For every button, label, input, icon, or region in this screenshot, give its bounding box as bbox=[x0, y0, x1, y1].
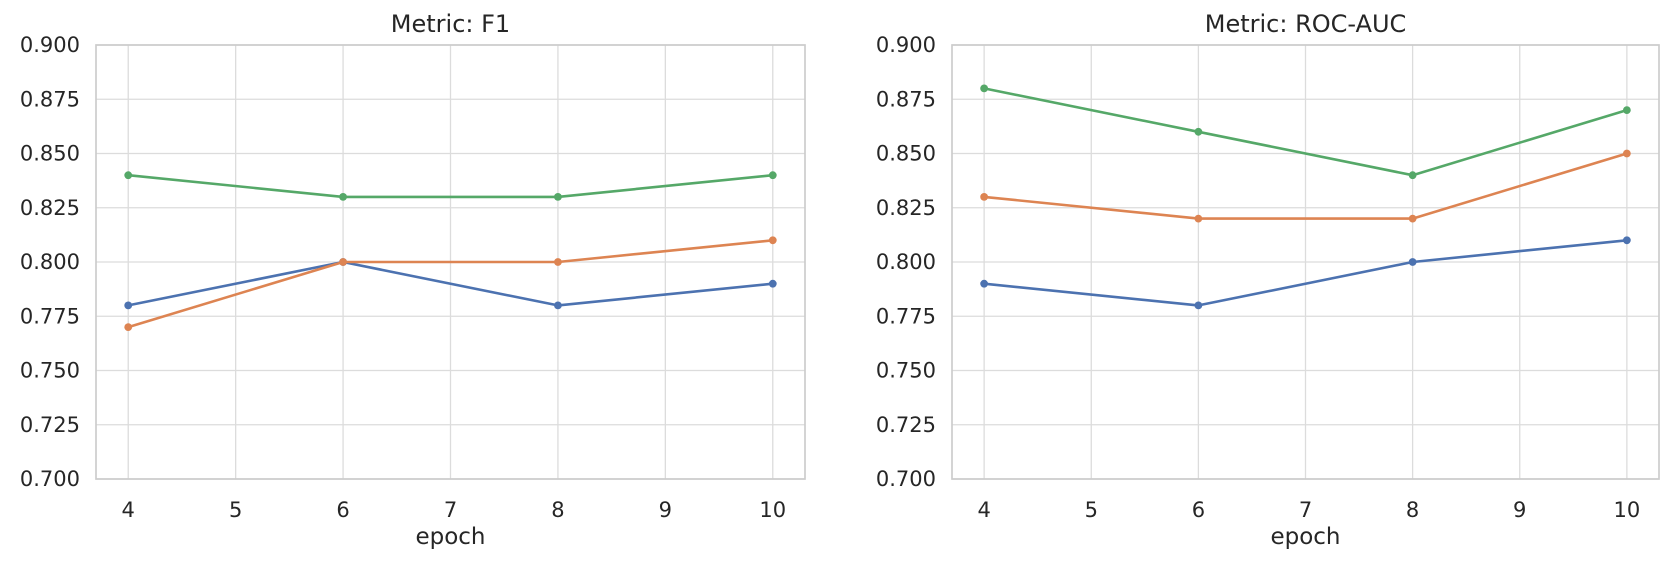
marker-green bbox=[1622, 106, 1631, 114]
x-tick-label: 9 bbox=[1513, 498, 1526, 522]
x-tick-label: 10 bbox=[1613, 498, 1640, 522]
x-tick-label: 5 bbox=[229, 498, 242, 522]
x-tick-label: 7 bbox=[444, 498, 457, 522]
marker-green bbox=[768, 171, 777, 180]
x-tick-label: 4 bbox=[977, 498, 990, 522]
series-line-blue bbox=[126, 260, 775, 307]
series-line-orange bbox=[126, 239, 775, 329]
y-tick-label: 0.850 bbox=[20, 142, 80, 166]
plot-border bbox=[95, 44, 806, 480]
series-line-green bbox=[126, 173, 775, 199]
y-tick-label: 0.725 bbox=[876, 413, 936, 437]
x-tick-label: 8 bbox=[551, 498, 564, 522]
plot-f1: 0.700 0.725 0.750 0.775 0.800 0.825 0.850 0.875… bbox=[20, 33, 806, 522]
y-tick-label: 0.875 bbox=[20, 87, 80, 111]
marker-green bbox=[980, 84, 989, 93]
marker-orange bbox=[1622, 149, 1631, 158]
x-tick-label: 9 bbox=[659, 498, 672, 522]
x-tick-label: 5 bbox=[1085, 498, 1098, 522]
series-line-green bbox=[982, 87, 1629, 177]
chart-title: Metric: ROC-AUC bbox=[1204, 10, 1407, 38]
marker-blue bbox=[554, 301, 562, 310]
y-tick-label: 0.750 bbox=[876, 359, 936, 383]
y-tick-label: 0.825 bbox=[876, 196, 936, 220]
series-line-orange bbox=[982, 152, 1629, 220]
marker-green bbox=[554, 193, 562, 201]
y-tick-label: 0.775 bbox=[20, 304, 80, 328]
plot-roc-auc: 0.700 0.725 0.750 0.775 0.800 0.825 0.850 0.875… bbox=[876, 33, 1660, 522]
marker-orange bbox=[554, 258, 562, 266]
plot-border bbox=[951, 44, 1660, 480]
marker-orange bbox=[1408, 214, 1417, 223]
marker-blue bbox=[768, 279, 777, 288]
marker-blue bbox=[1622, 236, 1631, 245]
marker-green bbox=[124, 171, 133, 180]
series-line-blue bbox=[982, 239, 1629, 307]
y-tick-label: 0.900 bbox=[20, 33, 80, 57]
x-tick-label: 4 bbox=[122, 498, 135, 522]
y-tick-label: 0.800 bbox=[876, 250, 936, 274]
marker-green bbox=[339, 193, 347, 201]
marker-green bbox=[1194, 127, 1203, 136]
y-tick-label: 0.775 bbox=[876, 304, 936, 328]
marker-orange bbox=[124, 323, 133, 331]
chart-panel-roc-auc: Metric: ROC-AUC 0.700 0.725 0.750 0.775 0.80… bbox=[836, 0, 1673, 565]
marker-orange bbox=[339, 258, 347, 266]
chart-panel-f1: Metric: F1 0.700 0.725 0.750 0.775 0.800 0.82… bbox=[0, 0, 836, 565]
x-tick-label: 10 bbox=[759, 498, 786, 522]
x-tick-label: 8 bbox=[1406, 498, 1419, 522]
marker-blue bbox=[1408, 258, 1417, 266]
y-tick-label: 0.800 bbox=[20, 250, 80, 274]
y-tick-label: 0.850 bbox=[876, 142, 936, 166]
x-tick-label: 6 bbox=[1192, 498, 1205, 522]
marker-blue bbox=[980, 279, 989, 288]
y-tick-label: 0.825 bbox=[20, 196, 80, 220]
x-tick-label: 7 bbox=[1299, 498, 1312, 522]
y-tick-label: 0.875 bbox=[876, 87, 936, 111]
chart-title: Metric: F1 bbox=[390, 10, 511, 38]
marker-orange bbox=[980, 193, 989, 201]
x-axis-label: epoch bbox=[415, 524, 486, 550]
y-tick-label: 0.750 bbox=[20, 359, 80, 383]
y-tick-label: 0.700 bbox=[20, 467, 80, 491]
marker-blue bbox=[124, 301, 133, 310]
x-tick-label: 6 bbox=[336, 498, 349, 522]
x-axis-label: epoch bbox=[1270, 524, 1341, 550]
marker-orange bbox=[768, 236, 777, 245]
y-tick-label: 0.700 bbox=[876, 467, 936, 491]
marker-orange bbox=[1194, 214, 1203, 223]
y-tick-label: 0.725 bbox=[20, 413, 80, 437]
marker-blue bbox=[1194, 301, 1203, 310]
marker-green bbox=[1408, 171, 1417, 180]
y-tick-label: 0.900 bbox=[876, 33, 936, 57]
